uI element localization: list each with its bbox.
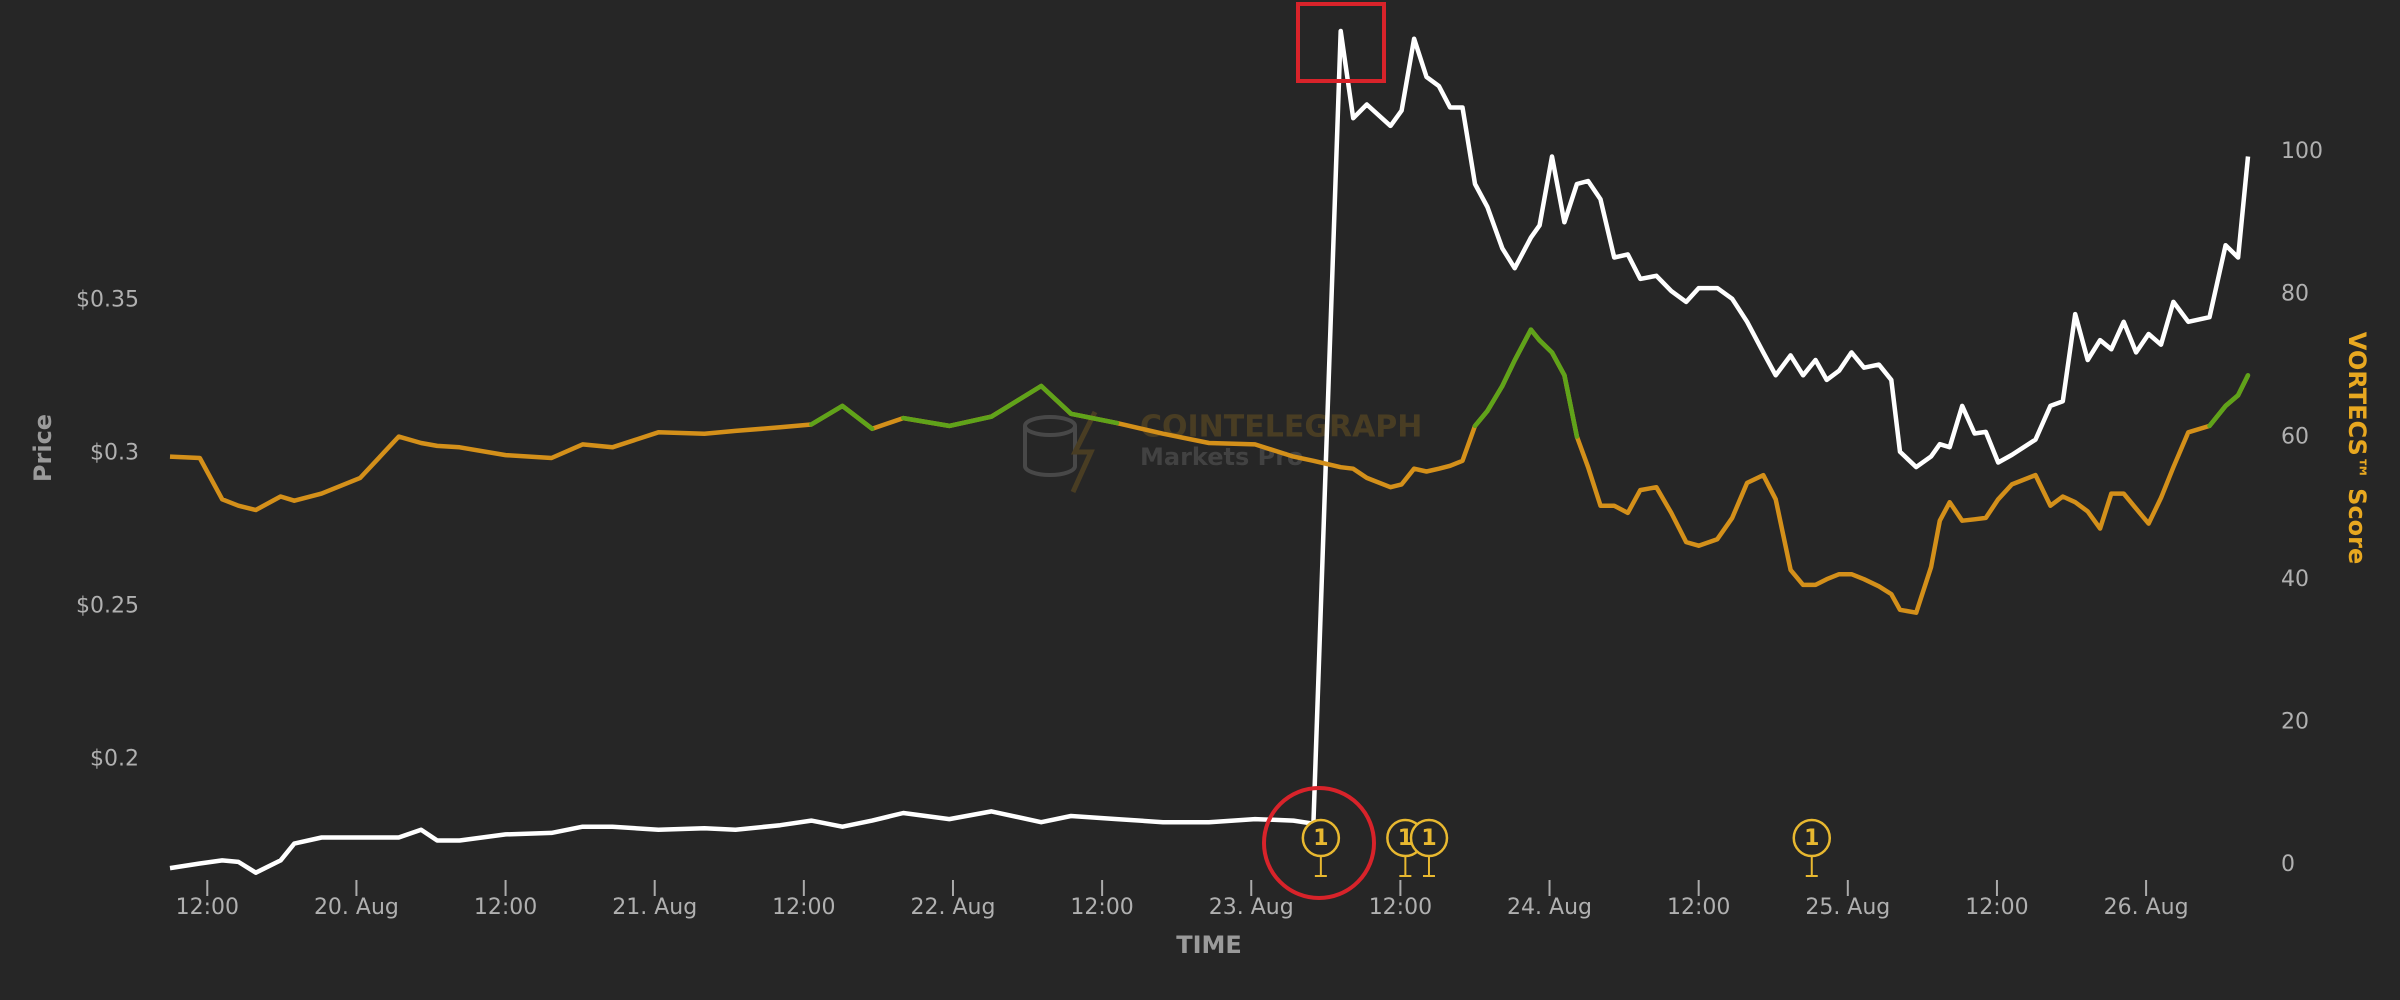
y-tick-label: $0.25 bbox=[76, 593, 139, 618]
annotation-label: 1 bbox=[1421, 826, 1436, 851]
watermark-logo bbox=[1023, 415, 1077, 437]
y2-tick-label: 40 bbox=[2281, 567, 2309, 592]
series-zone-segment bbox=[1485, 383, 1505, 414]
y2-tick-label: 80 bbox=[2281, 282, 2309, 307]
series-zone-segment bbox=[1512, 327, 1534, 363]
x-tick-label: 12:00 bbox=[1070, 895, 1133, 920]
x-tick-label: 12:00 bbox=[474, 895, 537, 920]
x-tick-label: 23. Aug bbox=[1209, 895, 1294, 920]
series-zone-segment bbox=[1549, 350, 1567, 378]
series-zone-segment bbox=[947, 414, 994, 429]
series-zone-segment bbox=[1562, 373, 1580, 439]
annotation-marker bbox=[1409, 818, 1449, 858]
watermark-logo bbox=[1070, 410, 1098, 494]
x-tick-label: 20. Aug bbox=[314, 895, 399, 920]
plot-area: 12:00 20. Aug 12:00 21. Aug 12:00 22. Aug 12:0… bbox=[76, 28, 2323, 920]
annotation-marker bbox=[1301, 818, 1341, 858]
x-tick-label: 12:00 bbox=[1965, 895, 2028, 920]
y2-tick-label: 0 bbox=[2281, 852, 2295, 877]
series-zone-segment bbox=[1472, 408, 1490, 429]
annotation-label: 1 bbox=[1313, 826, 1328, 851]
watermark-product: Markets Pro bbox=[1140, 443, 1304, 471]
series-line bbox=[169, 28, 2251, 875]
series-zone-segment bbox=[2235, 373, 2251, 398]
y-tick-label: $0.35 bbox=[76, 287, 139, 312]
x-tick-label: 12:00 bbox=[1369, 895, 1432, 920]
series-zone-segment bbox=[1537, 338, 1555, 355]
series-zone-segment bbox=[2223, 393, 2241, 409]
series-zone-segment bbox=[1068, 411, 1120, 426]
x-tick-label: 12:00 bbox=[772, 895, 835, 920]
series-zone-segment bbox=[1038, 383, 1074, 417]
annotation-label: 1 bbox=[1804, 826, 1819, 851]
series-zone-segment bbox=[901, 415, 952, 429]
y-tick-label: $0.2 bbox=[90, 746, 139, 771]
series-zone-segment bbox=[809, 403, 845, 427]
x-tick-label: 22. Aug bbox=[911, 895, 996, 920]
x-tick-label: 12:00 bbox=[176, 895, 239, 920]
highlight-box bbox=[1296, 2, 1386, 83]
y2-tick-label: 60 bbox=[2281, 424, 2309, 449]
series-zone-segment bbox=[989, 383, 1044, 419]
series-zone-segment bbox=[1500, 358, 1517, 389]
x-tick-label: 26. Aug bbox=[2104, 895, 2189, 920]
y2-tick-label: 100 bbox=[2281, 139, 2323, 164]
y-tick-label: $0.3 bbox=[90, 440, 139, 465]
highlight-circle bbox=[1262, 786, 1376, 900]
x-axis-title: TIME bbox=[1176, 931, 1242, 959]
annotation-label: 1 bbox=[1398, 826, 1413, 851]
y2-tick-label: 20 bbox=[2281, 709, 2309, 734]
series-zone-segment bbox=[840, 403, 875, 432]
series-zone-segment bbox=[2207, 403, 2228, 429]
x-tick-label: 12:00 bbox=[1667, 895, 1730, 920]
x-tick-label: 25. Aug bbox=[1805, 895, 1890, 920]
y-axis-title: Price bbox=[29, 414, 57, 482]
watermark-logo bbox=[1023, 426, 1077, 477]
annotation-marker bbox=[1792, 818, 1832, 858]
series-zone-segment bbox=[1528, 327, 1542, 343]
y2-axis-title: VORTECS™ Score bbox=[2343, 332, 2371, 565]
x-tick-label: 24. Aug bbox=[1507, 895, 1592, 920]
x-tick-label: 21. Aug bbox=[612, 895, 697, 920]
